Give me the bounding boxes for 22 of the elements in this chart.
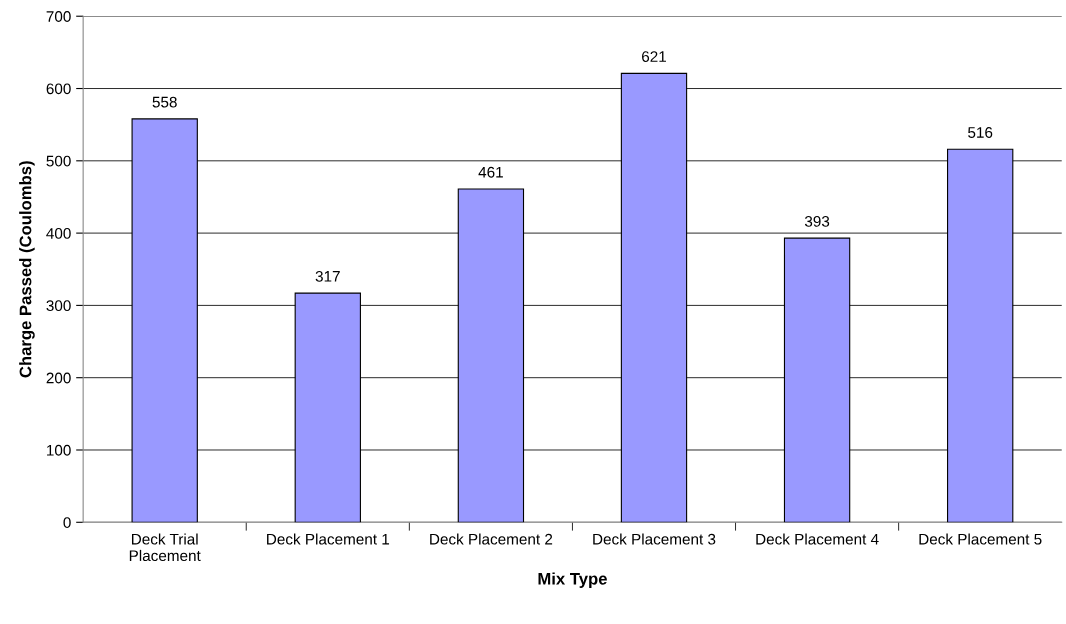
x-axis-title: Mix Type <box>538 572 607 588</box>
y-tick-label: 500 <box>46 155 71 167</box>
data-label: 516 <box>968 127 993 138</box>
data-label: 558 <box>152 96 177 108</box>
x-tick-label: Deck Placement 2 <box>430 533 553 545</box>
data-label: 621 <box>642 51 666 62</box>
data-label: 393 <box>804 216 830 227</box>
x-tick-label: Deck Trial Placement <box>129 533 201 562</box>
x-tick-label: Deck Placement 1 <box>267 533 390 545</box>
x-tick-label: Deck Placement 5 <box>919 533 1042 545</box>
y-tick-label: 0 <box>63 517 71 528</box>
y-axis-title: Charge Passed (Coulombs) <box>19 161 35 378</box>
y-tick-label: 300 <box>46 300 71 312</box>
y-tick-label: 100 <box>47 444 71 456</box>
y-tick-label: 700 <box>46 11 71 22</box>
y-tick-label: 600 <box>46 83 71 95</box>
data-label: 317 <box>315 270 340 282</box>
x-tick-label: Deck Placement 3 <box>593 533 716 545</box>
y-tick-label: 400 <box>46 227 71 239</box>
y-tick-label: 200 <box>46 372 71 384</box>
x-tick-label: Deck Placement 4 <box>756 533 879 545</box>
data-label: 461 <box>478 166 503 178</box>
